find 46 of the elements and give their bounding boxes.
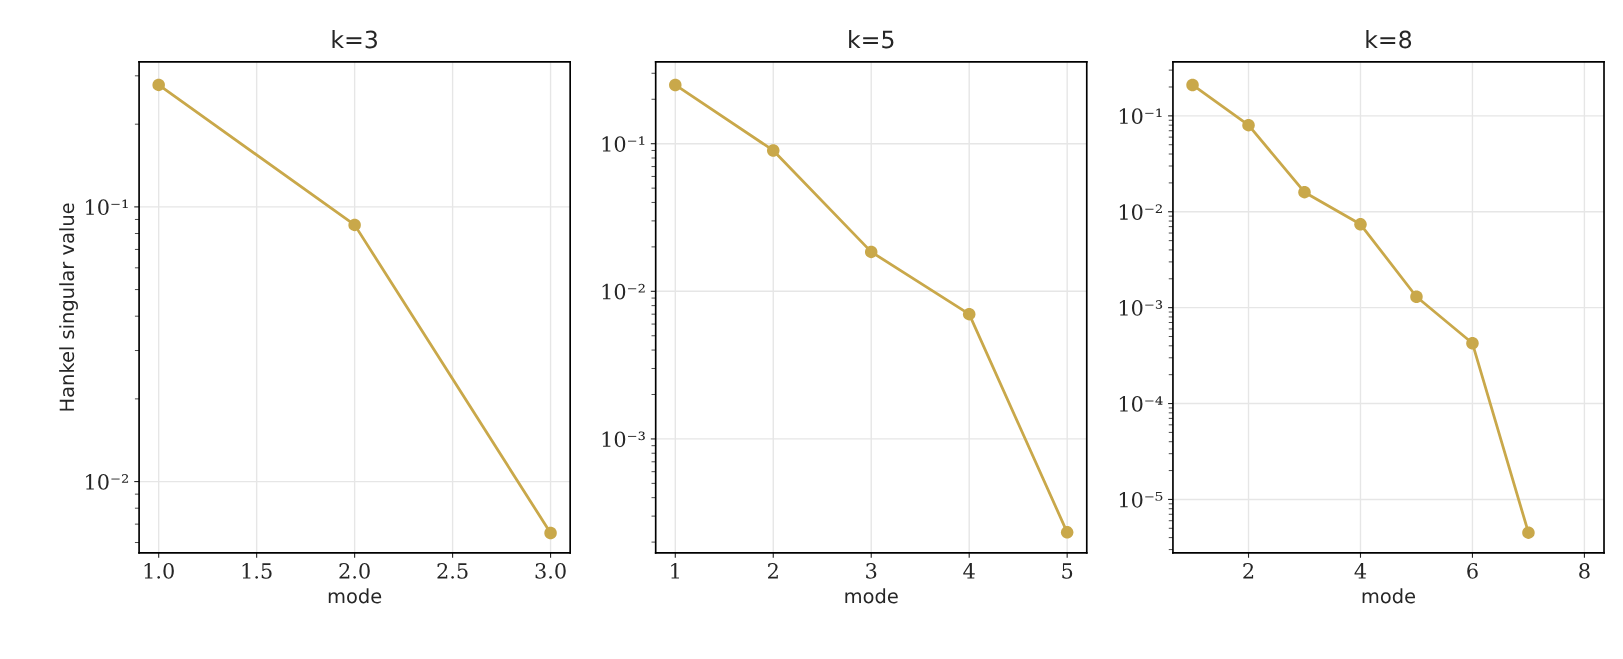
y-tick-label: 10⁻⁵	[1119, 491, 1163, 508]
x-axis-title: mode	[845, 588, 898, 604]
chart-title: k=8	[1366, 30, 1412, 49]
x-axis-title: mode	[328, 588, 382, 604]
y-tick-label: 10⁻²	[86, 474, 129, 490]
y-tick-label: 10⁻³	[602, 431, 645, 448]
point	[767, 144, 780, 157]
x-tick-label: 3	[866, 562, 877, 579]
point	[152, 78, 165, 92]
y-tick-label: 10⁻¹	[602, 136, 645, 152]
point	[1186, 78, 1199, 92]
point	[1060, 526, 1074, 539]
x-axis-title: mode	[1362, 588, 1416, 604]
x-tick-label: 1	[671, 562, 679, 579]
point	[348, 218, 361, 232]
x-tick-label: 2.0	[339, 562, 370, 579]
point	[544, 526, 557, 540]
y-tick-label: 10⁻²	[602, 283, 645, 300]
point	[1466, 337, 1479, 350]
point	[1242, 118, 1255, 132]
x-tick-label: 8	[1579, 562, 1590, 579]
y-tick-label: 10⁻²	[1119, 204, 1162, 220]
chart-title: k=5	[849, 30, 894, 49]
y-tick-label: 10⁻⁴	[1119, 396, 1163, 412]
x-tick-label: 1.5	[242, 562, 272, 579]
point	[1298, 185, 1311, 199]
x-tick-label: 3.0	[535, 562, 566, 579]
point	[1354, 218, 1367, 231]
x-tick-label: 2.5	[437, 562, 468, 579]
x-tick-label: 2	[768, 562, 778, 579]
point	[962, 307, 976, 321]
y-axis-title: Hankel singular value	[59, 203, 78, 411]
point	[1522, 526, 1535, 539]
x-tick-label: 6	[1467, 562, 1478, 579]
y-tick-label: 10⁻¹	[1119, 108, 1162, 125]
y-tick-label: 10⁻¹	[86, 199, 128, 216]
point	[864, 245, 878, 259]
x-tick-label: 4	[963, 562, 975, 579]
chart-title: k=3	[332, 30, 377, 49]
x-tick-label: 5	[1062, 563, 1073, 579]
x-tick-label: 4	[1354, 562, 1367, 579]
point	[1410, 290, 1423, 303]
y-tick-label: 10⁻³	[1119, 300, 1163, 316]
x-tick-label: 1.0	[144, 562, 174, 579]
point	[669, 78, 682, 92]
x-tick-label: 2	[1243, 562, 1254, 579]
